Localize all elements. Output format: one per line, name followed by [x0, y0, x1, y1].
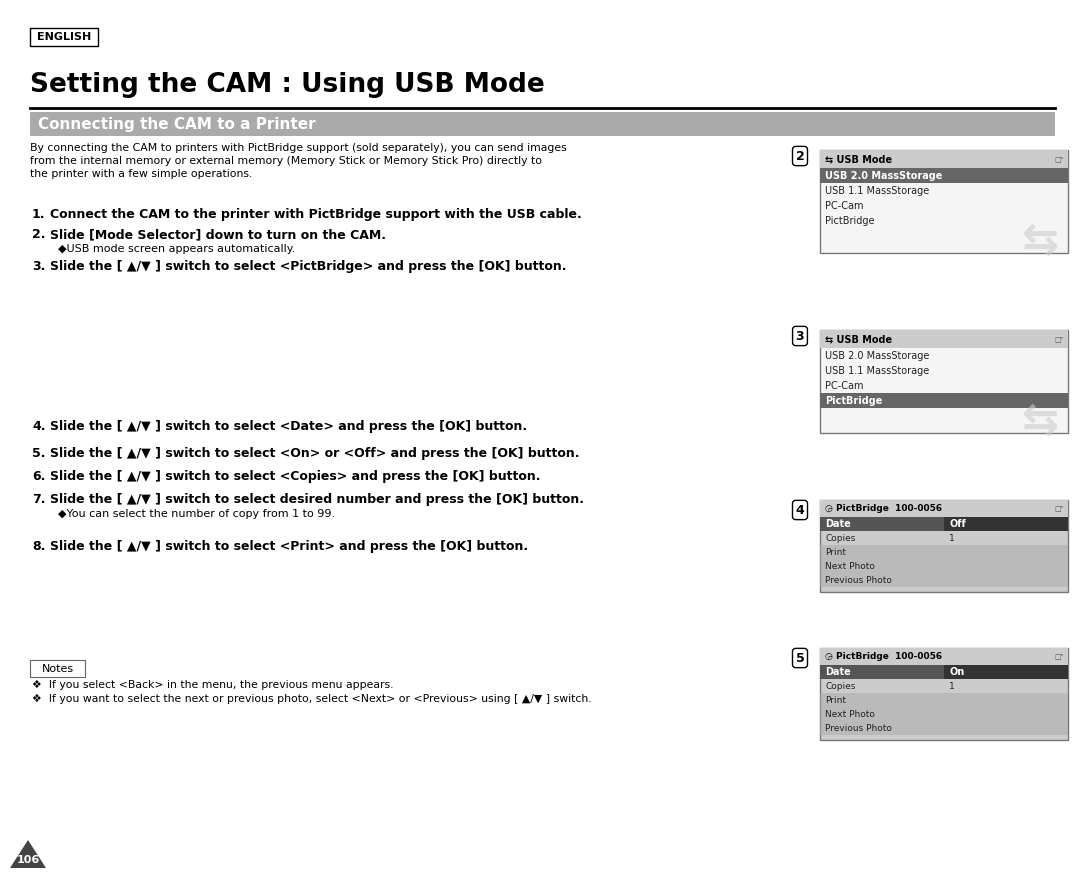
Bar: [820, 500, 1068, 517]
Text: 2.: 2.: [32, 228, 45, 241]
Bar: [820, 648, 1068, 665]
Text: the printer with a few simple operations.: the printer with a few simple operations…: [30, 169, 253, 179]
Bar: [944, 517, 1068, 531]
Text: Print: Print: [825, 695, 846, 705]
Bar: [820, 330, 1068, 433]
Bar: [820, 150, 1068, 168]
Bar: [30, 112, 1055, 136]
Text: Copies: Copies: [825, 681, 855, 691]
Text: □ⁿ: □ⁿ: [1055, 336, 1064, 342]
Text: Copies: Copies: [825, 533, 855, 542]
Text: ⇆: ⇆: [1022, 399, 1058, 442]
Bar: [820, 330, 1068, 348]
Text: Slide the [ ▲/▼ ] switch to select desired number and press the [OK] button.: Slide the [ ▲/▼ ] switch to select desir…: [50, 493, 584, 506]
Text: Next Photo: Next Photo: [825, 561, 875, 570]
Bar: [820, 693, 1068, 707]
Text: ❖  If you select <Back> in the menu, the previous menu appears.: ❖ If you select <Back> in the menu, the …: [32, 680, 393, 690]
Bar: [820, 517, 1068, 531]
Text: Connecting the CAM to a Printer: Connecting the CAM to a Printer: [38, 116, 315, 131]
Text: Connect the CAM to the printer with PictBridge support with the USB cable.: Connect the CAM to the printer with Pict…: [50, 208, 582, 221]
Text: PictBridge: PictBridge: [825, 395, 882, 406]
Bar: [820, 168, 1068, 183]
Text: Print: Print: [825, 547, 846, 556]
Text: Slide the [ ▲/▼ ] switch to select <On> or <Off> and press the [OK] button.: Slide the [ ▲/▼ ] switch to select <On> …: [50, 447, 580, 460]
Text: 7.: 7.: [32, 493, 45, 506]
Text: ⇆: ⇆: [1031, 703, 1062, 737]
Bar: [30, 28, 98, 46]
Text: Previous Photo: Previous Photo: [825, 576, 892, 584]
Text: Previous Photo: Previous Photo: [825, 723, 892, 732]
Text: Next Photo: Next Photo: [825, 709, 875, 718]
Text: PictBridge: PictBridge: [825, 216, 875, 225]
Bar: [944, 665, 1068, 679]
Text: from the internal memory or external memory (Memory Stick or Memory Stick Pro) d: from the internal memory or external mem…: [30, 156, 542, 166]
Text: 5.: 5.: [32, 447, 45, 460]
Text: ⇆ USB Mode: ⇆ USB Mode: [825, 154, 892, 164]
Polygon shape: [10, 840, 46, 868]
Bar: [820, 573, 1068, 587]
Text: PC-Cam: PC-Cam: [825, 380, 864, 391]
Text: Setting the CAM : Using USB Mode: Setting the CAM : Using USB Mode: [30, 72, 544, 98]
Text: PC-Cam: PC-Cam: [825, 201, 864, 210]
Bar: [820, 648, 1068, 740]
Bar: [820, 559, 1068, 573]
Text: By connecting the CAM to printers with PictBridge support (sold separately), you: By connecting the CAM to printers with P…: [30, 143, 567, 153]
Text: Slide the [ ▲/▼ ] switch to select <Date> and press the [OK] button.: Slide the [ ▲/▼ ] switch to select <Date…: [50, 420, 527, 433]
Text: Slide [Mode Selector] down to turn on the CAM.: Slide [Mode Selector] down to turn on th…: [50, 228, 386, 241]
Text: On: On: [949, 667, 964, 677]
Text: ⇆: ⇆: [1022, 219, 1058, 262]
Text: USB 2.0 MassStorage: USB 2.0 MassStorage: [825, 171, 943, 180]
Text: USB 1.1 MassStorage: USB 1.1 MassStorage: [825, 365, 929, 376]
Bar: [820, 500, 1068, 592]
Text: ⇆ USB Mode: ⇆ USB Mode: [825, 334, 892, 344]
Text: 6.: 6.: [32, 470, 45, 483]
Bar: [820, 150, 1068, 253]
Text: ENGLISH: ENGLISH: [37, 32, 91, 42]
Text: 8.: 8.: [32, 540, 45, 553]
Text: 4: 4: [796, 503, 805, 517]
Bar: [820, 393, 1068, 408]
Text: Slide the [ ▲/▼ ] switch to select <PictBridge> and press the [OK] button.: Slide the [ ▲/▼ ] switch to select <Pict…: [50, 260, 567, 273]
Text: 1.: 1.: [32, 208, 45, 221]
Text: Slide the [ ▲/▼ ] switch to select <Print> and press the [OK] button.: Slide the [ ▲/▼ ] switch to select <Prin…: [50, 540, 528, 553]
Text: ◶ PictBridge  100-0056: ◶ PictBridge 100-0056: [825, 652, 942, 661]
Text: ◆You can select the number of copy from 1 to 99.: ◆You can select the number of copy from …: [58, 509, 335, 519]
Text: Date: Date: [825, 667, 851, 677]
Text: USB 1.1 MassStorage: USB 1.1 MassStorage: [825, 186, 929, 195]
Text: □ⁿ: □ⁿ: [1055, 156, 1064, 162]
Bar: [30, 660, 85, 677]
Text: □ⁿ: □ⁿ: [1055, 505, 1064, 511]
Text: USB 2.0 MassStorage: USB 2.0 MassStorage: [825, 350, 930, 361]
Text: Off: Off: [949, 519, 966, 529]
Bar: [820, 665, 1068, 679]
Text: ◆USB mode screen appears automatically.: ◆USB mode screen appears automatically.: [58, 244, 295, 254]
Text: 1: 1: [949, 681, 955, 691]
Text: 2: 2: [796, 150, 805, 163]
Text: ❖  If you want to select the next or previous photo, select <Next> or <Previous>: ❖ If you want to select the next or prev…: [32, 694, 592, 704]
Text: 3.: 3.: [32, 260, 45, 273]
Text: Slide the [ ▲/▼ ] switch to select <Copies> and press the [OK] button.: Slide the [ ▲/▼ ] switch to select <Copi…: [50, 470, 540, 483]
Bar: [820, 721, 1068, 735]
Text: ⇆: ⇆: [1031, 555, 1062, 589]
Text: Notes: Notes: [41, 664, 73, 673]
Text: Date: Date: [825, 519, 851, 529]
Bar: [820, 707, 1068, 721]
Bar: [820, 648, 1068, 740]
Text: 106: 106: [16, 855, 40, 865]
Text: □ⁿ: □ⁿ: [1055, 654, 1064, 659]
Bar: [820, 545, 1068, 559]
Text: 5: 5: [796, 651, 805, 664]
Text: 4.: 4.: [32, 420, 45, 433]
Text: ◶ PictBridge  100-0056: ◶ PictBridge 100-0056: [825, 504, 942, 513]
Bar: [820, 500, 1068, 592]
Text: 3: 3: [796, 329, 805, 342]
Text: 1: 1: [949, 533, 955, 542]
